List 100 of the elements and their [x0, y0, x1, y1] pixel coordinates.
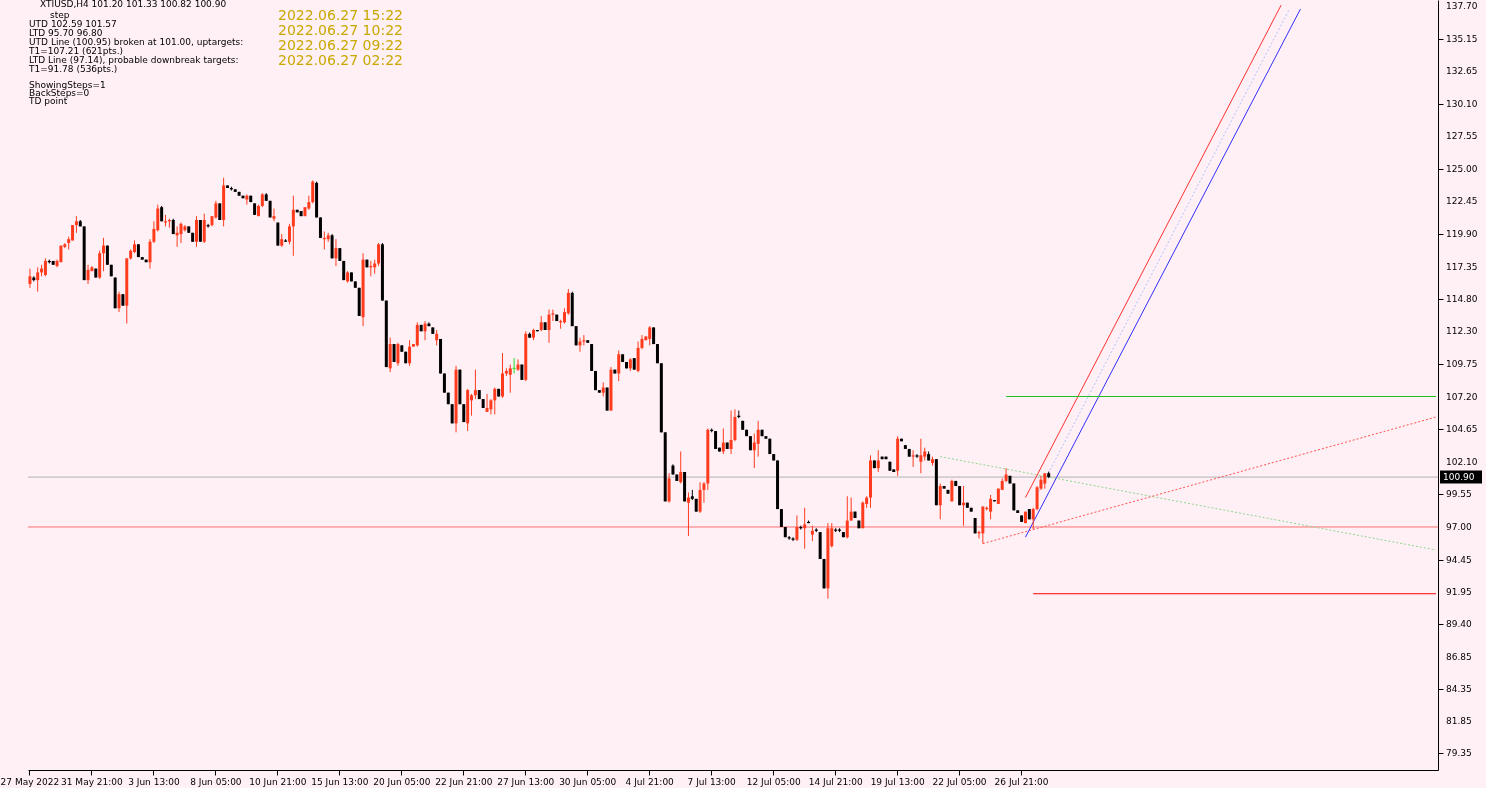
candlestick	[729, 410, 733, 455]
x-tick-label: 3 Jun 13:00	[128, 776, 180, 787]
y-tick-label: 127.55	[1446, 131, 1478, 142]
candlestick	[334, 238, 338, 267]
annotation: T1=107.21 (621pts.)	[28, 46, 124, 56]
chart-title: XTIUSD,H4 101.20 101.33 100.82 100.90	[40, 0, 227, 9]
x-tick-label: 14 Jul 21:00	[808, 776, 863, 787]
x-tick-label: 22 Jun 21:00	[435, 776, 493, 787]
candlestick	[202, 213, 206, 244]
candlestick	[396, 342, 400, 367]
candlestick	[415, 321, 419, 348]
candlestick	[686, 491, 690, 537]
candlestick	[318, 216, 322, 239]
candlestick	[795, 514, 799, 542]
annotation: LTD Line (97.14), probable downbreak targets:	[29, 55, 239, 65]
candlestick	[849, 497, 853, 522]
x-tick-label: 20 Jun 05:00	[373, 776, 431, 787]
candlestick	[648, 325, 652, 346]
y-tick-label: 86.85	[1446, 651, 1472, 662]
candlestick	[179, 222, 183, 244]
x-tick-label: 30 Jun 05:00	[559, 776, 617, 787]
y-tick-label: 104.65	[1446, 424, 1478, 435]
annotation: UTD 102.59 101.57	[29, 19, 117, 29]
y-tick-label: 132.65	[1446, 65, 1478, 76]
annotation: LTD 95.70 96.80	[29, 28, 103, 38]
annotation: step	[50, 10, 70, 20]
candlestick	[198, 219, 202, 243]
y-tick-label: 79.35	[1446, 747, 1472, 758]
candlestick	[752, 433, 756, 469]
candlestick	[117, 291, 121, 313]
candlestick	[721, 427, 725, 455]
y-tick-label: 89.40	[1446, 619, 1473, 630]
y-tick-label: 102.10	[1446, 456, 1478, 467]
candlestick	[291, 195, 295, 257]
y-tick-label: 122.45	[1446, 196, 1478, 207]
x-tick-label: 10 Jun 21:00	[249, 776, 307, 787]
candlestick	[195, 215, 198, 248]
x-tick-label: 19 Jul 13:00	[870, 776, 925, 787]
x-tick-label: 31 May 21:00	[61, 776, 124, 787]
candlestick	[183, 224, 187, 233]
candlestick	[547, 309, 551, 344]
y-tick-label: 99.55	[1446, 489, 1472, 500]
annotation: 2022.06.27 15:22	[278, 7, 403, 23]
candlestick	[442, 372, 446, 394]
candlestick	[845, 495, 849, 539]
candlestick	[493, 387, 497, 415]
y-tick-label: 91.95	[1446, 586, 1472, 597]
y-tick-label: 97.00	[1446, 521, 1473, 532]
candlestick	[938, 482, 942, 520]
x-tick-label: 22 Jul 05:00	[932, 776, 987, 787]
y-tick-label: 112.30	[1446, 326, 1478, 337]
y-tick-label: 114.80	[1446, 294, 1478, 305]
candlestick	[377, 242, 381, 267]
candlestick	[36, 266, 40, 293]
candlestick	[617, 349, 621, 382]
candlestick	[698, 481, 702, 514]
candlestick	[311, 179, 315, 204]
y-tick-label: 130.10	[1446, 98, 1478, 109]
candlestick	[512, 357, 517, 374]
x-tick-label: 4 Jul 21:00	[625, 776, 675, 787]
candlestick	[485, 393, 489, 413]
x-tick-label: 27 Jun 13:00	[497, 776, 555, 787]
annotation: BackSteps=0	[29, 88, 90, 98]
y-tick-label: 119.90	[1446, 229, 1478, 240]
y-tick-label: 125.00	[1446, 163, 1478, 174]
y-tick-label: 107.20	[1446, 391, 1478, 402]
candlestick	[245, 193, 249, 206]
annotation: 2022.06.27 02:22	[278, 52, 403, 68]
x-tick-label: 8 Jun 05:00	[190, 776, 242, 787]
candlestick	[876, 449, 880, 473]
candlestick	[667, 472, 671, 504]
candlestick	[28, 268, 32, 289]
candlestick	[919, 438, 923, 474]
y-tick-label: 117.35	[1446, 261, 1478, 272]
x-tick-label: 12 Jul 05:00	[746, 776, 801, 787]
annotation: 2022.06.27 09:22	[278, 37, 403, 53]
candlestick	[86, 264, 90, 285]
y-tick-label: 84.35	[1446, 683, 1472, 694]
x-tick-label: 7 Jul 13:00	[687, 776, 737, 787]
candlestick	[791, 536, 795, 542]
y-tick-label: 94.45	[1446, 554, 1472, 565]
candlestick	[508, 364, 512, 394]
candlestick	[473, 369, 477, 400]
candlestick	[679, 451, 683, 484]
annotation: T1=91.78 (536pts.)	[28, 64, 118, 74]
candlestick	[330, 233, 334, 259]
candlestick	[803, 507, 807, 550]
candlestick	[915, 453, 919, 459]
x-tick-label: 15 Jun 13:00	[311, 776, 369, 787]
candlestick	[756, 420, 760, 458]
y-tick-label: 135.15	[1446, 34, 1478, 45]
candlestick	[423, 320, 427, 341]
ref-line-label: 100.90	[1443, 472, 1475, 483]
y-tick-label: 109.75	[1446, 358, 1478, 369]
candlestick	[272, 207, 276, 222]
y-tick-label: 81.85	[1446, 715, 1472, 726]
x-tick-label: 26 Jul 21:00	[994, 776, 1049, 787]
annotation: UTD Line (100.95) broken at 101.00, uptargets:	[29, 37, 244, 47]
annotation: 2022.06.27 10:22	[278, 22, 403, 38]
candlestick	[911, 449, 915, 468]
